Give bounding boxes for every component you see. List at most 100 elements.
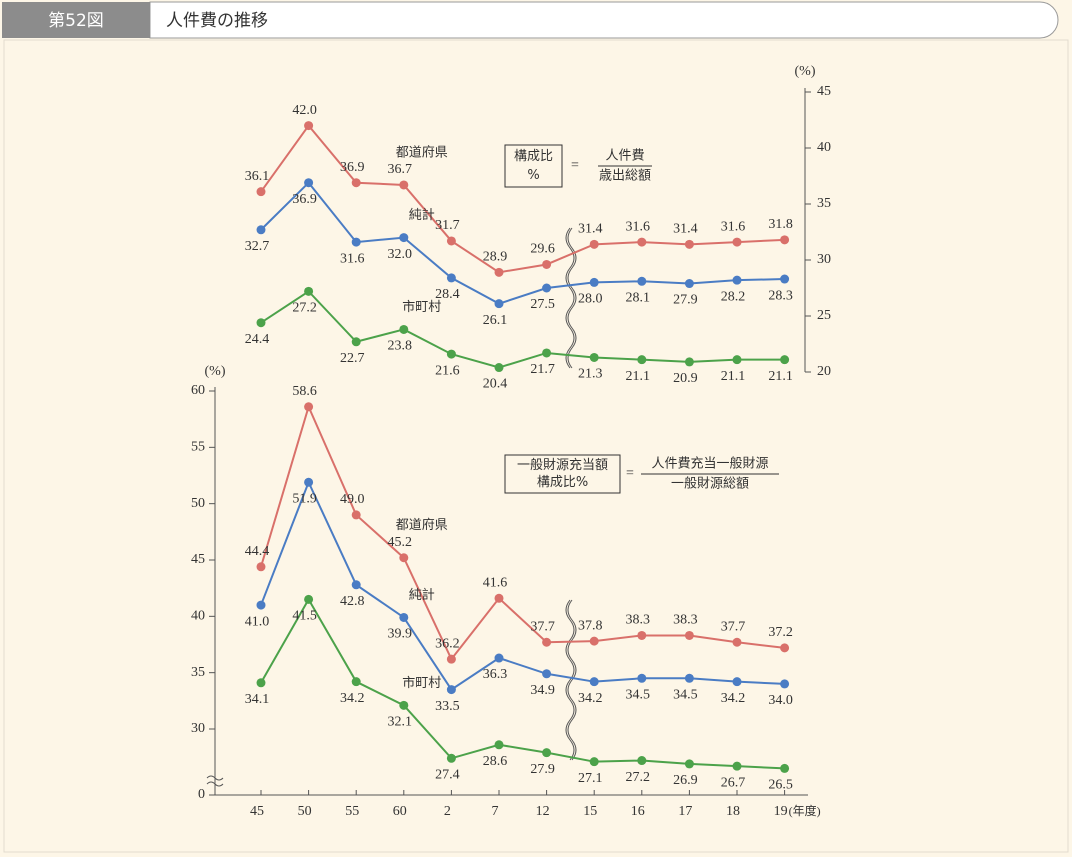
point — [684, 630, 694, 640]
point — [684, 673, 694, 683]
point — [732, 637, 742, 647]
series-line — [260, 403, 785, 662]
point — [589, 757, 599, 767]
point — [304, 178, 314, 188]
data-label: 31.7 — [435, 218, 460, 233]
formula-lhs: 一般財源充当額 — [517, 457, 608, 473]
data-label: 26.1 — [483, 313, 508, 328]
formula-denominator: 歳出総額 — [599, 169, 651, 184]
data-label: 39.9 — [388, 627, 413, 642]
point — [399, 233, 409, 243]
point — [684, 357, 694, 367]
point — [780, 355, 790, 365]
point — [494, 363, 504, 373]
x-break — [567, 227, 577, 369]
point — [494, 593, 504, 603]
figure-title: 人件費の推移 — [166, 11, 268, 31]
data-label: 26.5 — [768, 778, 793, 793]
data-label: 21.3 — [578, 367, 603, 382]
point — [351, 677, 361, 687]
data-label: 33.5 — [435, 699, 460, 714]
point — [684, 279, 694, 289]
x-tick-label: 60 — [393, 804, 407, 819]
point — [542, 637, 552, 647]
x-tick-label: 45 — [250, 804, 264, 819]
point — [446, 654, 456, 664]
data-label: 28.3 — [768, 288, 793, 303]
data-label: 21.1 — [721, 369, 746, 384]
point — [637, 237, 647, 247]
data-label: 27.4 — [435, 768, 460, 783]
point — [732, 677, 742, 687]
x-tick-label: 7 — [492, 804, 499, 819]
point — [542, 259, 552, 269]
point — [589, 677, 599, 687]
data-label: 42.8 — [340, 594, 365, 609]
data-label: 44.4 — [245, 544, 270, 559]
x-tick-label: 16 — [631, 804, 645, 819]
y-tick-label: 25 — [817, 308, 831, 323]
formula-box — [504, 144, 563, 188]
point — [446, 753, 456, 763]
x-tick-label: 55 — [345, 804, 359, 819]
data-label: 28.6 — [483, 754, 508, 769]
point — [256, 318, 266, 328]
point — [732, 761, 742, 771]
point — [542, 348, 552, 358]
frame — [3, 39, 1069, 853]
series-line — [260, 290, 785, 369]
data-label: 31.6 — [721, 219, 746, 234]
formula-numerator: 人件費 — [605, 149, 644, 164]
point — [256, 678, 266, 688]
point — [494, 653, 504, 663]
point — [780, 763, 790, 773]
data-label: 36.3 — [483, 667, 508, 682]
data-label: 28.4 — [435, 287, 460, 302]
y-tick-label: 40 — [191, 609, 205, 624]
formula-lhs: % — [527, 168, 539, 183]
data-label: 38.3 — [626, 613, 651, 628]
y-unit: (%) — [205, 364, 226, 379]
data-label: 27.2 — [292, 301, 317, 316]
data-label: 34.2 — [340, 691, 365, 706]
title-bar — [149, 1, 1059, 39]
point — [494, 267, 504, 277]
point — [351, 510, 361, 520]
x-tick-label: 12 — [536, 804, 550, 819]
point — [684, 239, 694, 249]
figure-no: 第52図 — [48, 11, 104, 31]
data-label: 31.8 — [768, 217, 793, 232]
point — [446, 236, 456, 246]
x-tick-label: 15 — [583, 804, 597, 819]
data-label: 32.1 — [388, 715, 413, 730]
point — [637, 756, 647, 766]
point — [304, 402, 314, 412]
x-tick-label: 17 — [678, 804, 692, 819]
data-label: 27.2 — [626, 770, 651, 785]
y-tick-label: 35 — [817, 196, 831, 211]
point — [637, 630, 647, 640]
data-label: 37.8 — [578, 618, 603, 633]
data-label: 27.9 — [673, 293, 698, 308]
formula-eq: = — [571, 158, 579, 173]
point — [304, 121, 314, 131]
y-tick-label: 55 — [191, 440, 205, 455]
data-label: 36.9 — [292, 192, 317, 207]
data-label: 31.6 — [626, 219, 651, 234]
data-label: 49.0 — [340, 492, 365, 507]
data-label: 24.4 — [245, 332, 270, 347]
point — [351, 337, 361, 347]
point — [256, 225, 266, 235]
y-tick-label: 45 — [191, 552, 205, 567]
data-label: 28.1 — [626, 290, 651, 305]
data-label: 21.1 — [768, 369, 793, 384]
point — [446, 273, 456, 283]
point — [399, 553, 409, 563]
point — [399, 612, 409, 622]
data-label: 28.2 — [721, 289, 746, 304]
point — [780, 679, 790, 689]
point — [304, 286, 314, 296]
point — [732, 275, 742, 285]
formula-denominator: 一般財源総額 — [671, 476, 749, 492]
